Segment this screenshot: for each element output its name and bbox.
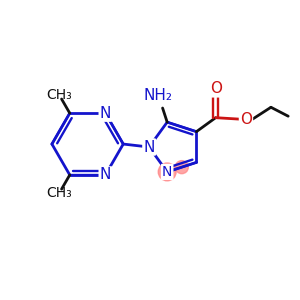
Text: NH₂: NH₂ (144, 88, 173, 103)
Text: O: O (240, 112, 252, 127)
Text: CH₃: CH₃ (46, 186, 72, 200)
Text: N: N (162, 165, 172, 179)
Text: CH₃: CH₃ (46, 88, 72, 102)
Circle shape (175, 160, 188, 174)
Text: N: N (100, 167, 111, 182)
Circle shape (158, 163, 176, 181)
Text: N: N (100, 106, 111, 121)
Text: O: O (210, 81, 222, 96)
Text: N: N (143, 140, 155, 154)
